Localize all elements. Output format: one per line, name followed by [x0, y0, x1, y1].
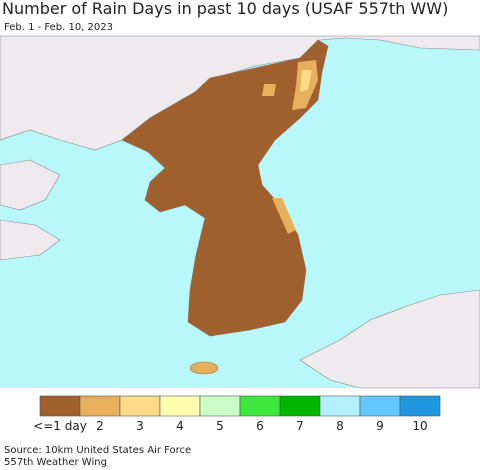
legend-swatch — [319, 395, 361, 417]
legend-swatch — [159, 395, 201, 417]
coast-west — [0, 219, 61, 261]
title: Number of Rain Days in past 10 days (USA… — [2, 0, 448, 18]
east-coast-patch — [272, 198, 296, 234]
northeast-patch-light — [300, 70, 312, 92]
legend-label: 4 — [176, 419, 184, 433]
peninsula-west — [0, 159, 61, 211]
legend-swatch — [199, 395, 241, 417]
legend-label: 6 — [256, 419, 264, 433]
source-line: 557th Weather Wing — [4, 457, 107, 468]
map — [0, 35, 480, 389]
legend-label: 5 — [216, 419, 224, 433]
legend-label: 3 — [136, 419, 144, 433]
source-line: Source: 10km United States Air Force — [4, 445, 191, 456]
legend-label: 2 — [96, 419, 104, 433]
legend-swatch — [39, 395, 81, 417]
legend-swatch — [359, 395, 401, 417]
legend-swatch — [399, 395, 441, 417]
legend-label: 7 — [296, 419, 304, 433]
legend-swatch — [279, 395, 321, 417]
legend-swatch — [239, 395, 281, 417]
legend: <=1 day 2 3 4 5 6 7 8 9 10 — [33, 395, 441, 433]
mainland-china — [0, 35, 480, 151]
legend-label: 8 — [336, 419, 344, 433]
subtitle: Feb. 1 - Feb. 10, 2023 — [4, 22, 113, 33]
legend-label: 10 — [412, 419, 427, 433]
north-patch — [262, 84, 276, 96]
jeju — [189, 361, 219, 375]
korea — [121, 39, 329, 337]
legend-label: <=1 day — [33, 419, 87, 433]
legend-swatch — [119, 395, 161, 417]
japan — [299, 289, 480, 389]
legend-swatch — [79, 395, 121, 417]
legend-label: 9 — [376, 419, 384, 433]
